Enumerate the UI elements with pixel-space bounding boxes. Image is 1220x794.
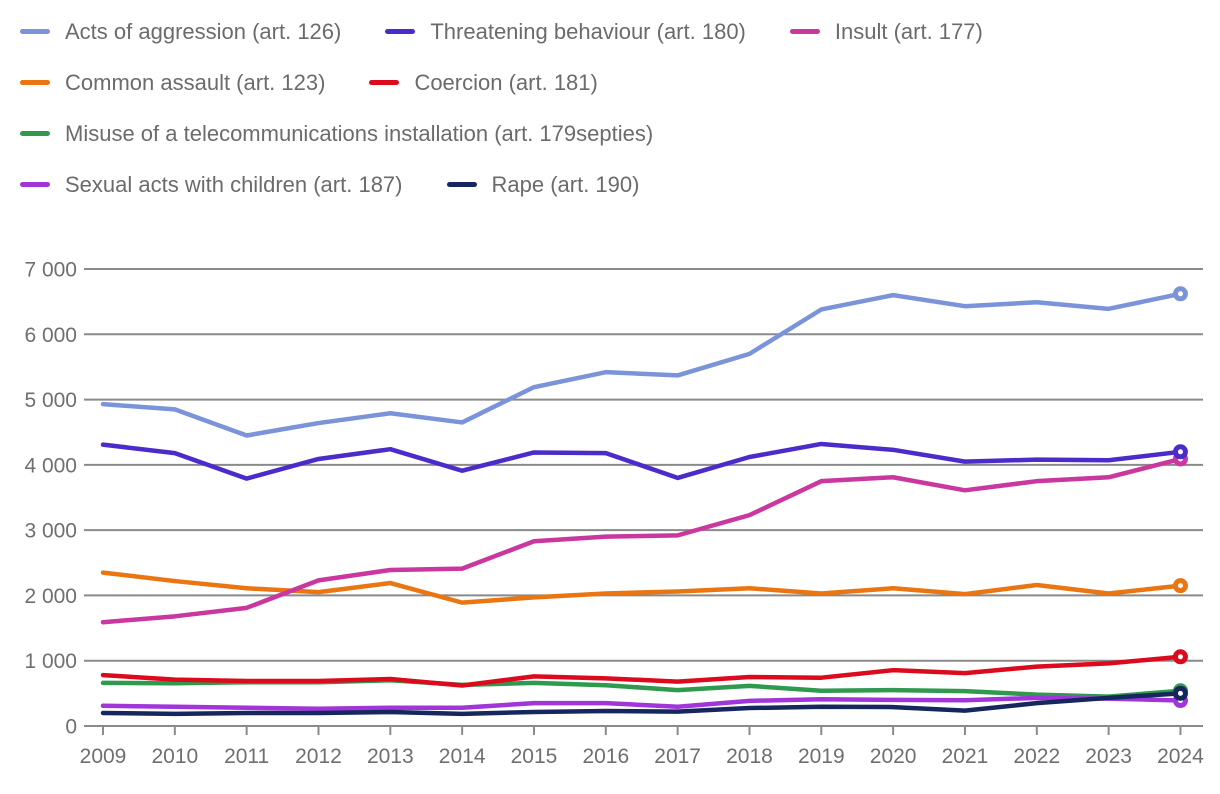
series-end-marker-0 [1172, 286, 1188, 302]
x-tick-label: 2023 [1085, 745, 1132, 768]
y-tick-label: 6 000 [24, 324, 77, 347]
x-tick-label: 2020 [870, 745, 917, 768]
series-line-7 [100, 691, 1183, 717]
x-tick-label: 2018 [726, 745, 773, 768]
legend-swatch-icon [20, 29, 50, 34]
legend-label: Rape (art. 190) [491, 171, 640, 197]
x-tick-label: 2009 [80, 745, 127, 768]
legend-swatch-icon [385, 29, 416, 34]
legend-item-0[interactable]: Acts of aggression (art. 126) [20, 19, 341, 45]
y-tick-label: 3 000 [24, 520, 77, 543]
legend-item-3[interactable]: Common assault (art. 123) [20, 70, 325, 96]
legend-item-5[interactable]: Misuse of a telecommunications installat… [20, 121, 653, 147]
series-end-marker-1 [1172, 444, 1188, 460]
x-tick-label: 2015 [511, 745, 558, 768]
x-tick-label: 2016 [582, 745, 629, 768]
x-tick-label: 2011 [224, 745, 269, 768]
legend-swatch-icon [20, 131, 50, 136]
series-end-marker-7 [1172, 685, 1188, 701]
legend-label: Coercion (art. 181) [414, 69, 598, 95]
chart-legend: Acts of aggression (art. 126) Threatening… [20, 6, 1220, 210]
y-tick-label: 5 000 [24, 389, 77, 412]
legend-row-1: Acts of aggression (art. 126) Threatening… [20, 6, 1220, 57]
x-tick-label: 2021 [942, 745, 989, 768]
series-line-3 [100, 570, 1183, 605]
series-line-6 [100, 695, 1183, 711]
legend-item-7[interactable]: Rape (art. 190) [446, 171, 640, 198]
x-tick-label: 2013 [367, 745, 414, 768]
series-line-1 [100, 441, 1183, 481]
legend-swatch-icon [789, 29, 820, 34]
x-tick-label: 2022 [1013, 745, 1060, 768]
series-line-4 [100, 654, 1183, 688]
x-tick-label: 2012 [295, 745, 342, 768]
legend-label: Common assault (art. 123) [65, 69, 326, 95]
y-tick-label: 7 000 [24, 259, 77, 282]
y-tick-label: 4 000 [24, 454, 77, 477]
legend-item-4[interactable]: Coercion (art. 181) [369, 69, 598, 96]
legend-swatch-icon [446, 182, 477, 187]
legend-swatch-icon [20, 80, 50, 85]
y-tick-label: 0 [65, 716, 77, 739]
legend-row-4: Sexual acts with children (art. 187) Rape… [20, 159, 1220, 210]
legend-label: Insult (art. 177) [834, 18, 983, 44]
legend-row-2: Common assault (art. 123) Coercion (art. … [20, 57, 1220, 108]
series-line-2 [100, 456, 1183, 625]
legend-item-6[interactable]: Sexual acts with children (art. 187) [20, 172, 403, 198]
legend-label: Sexual acts with children (art. 187) [65, 171, 403, 197]
x-tick-label: 2010 [151, 745, 198, 768]
legend-item-1[interactable]: Threatening behaviour (art. 180) [385, 19, 746, 45]
legend-row-3: Misuse of a telecommunications installat… [20, 108, 1220, 159]
y-tick-label: 2 000 [24, 585, 77, 608]
legend-swatch-icon [369, 80, 400, 85]
legend-label: Misuse of a telecommunications installat… [65, 120, 654, 146]
legend-item-2[interactable]: Insult (art. 177) [789, 18, 983, 45]
y-tick-label: 1 000 [24, 650, 77, 673]
x-tick-label: 2017 [654, 745, 701, 768]
series-end-marker-3 [1172, 578, 1188, 594]
legend-label: Threatening behaviour (art. 180) [430, 18, 746, 44]
legend-swatch-icon [20, 182, 50, 187]
x-tick-label: 2019 [798, 745, 845, 768]
x-tick-label: 2024 [1157, 745, 1204, 768]
series-end-marker-4 [1172, 649, 1188, 665]
x-tick-label: 2014 [439, 745, 486, 768]
legend-label: Acts of aggression (art. 126) [65, 18, 342, 44]
series-line-0 [100, 291, 1183, 438]
